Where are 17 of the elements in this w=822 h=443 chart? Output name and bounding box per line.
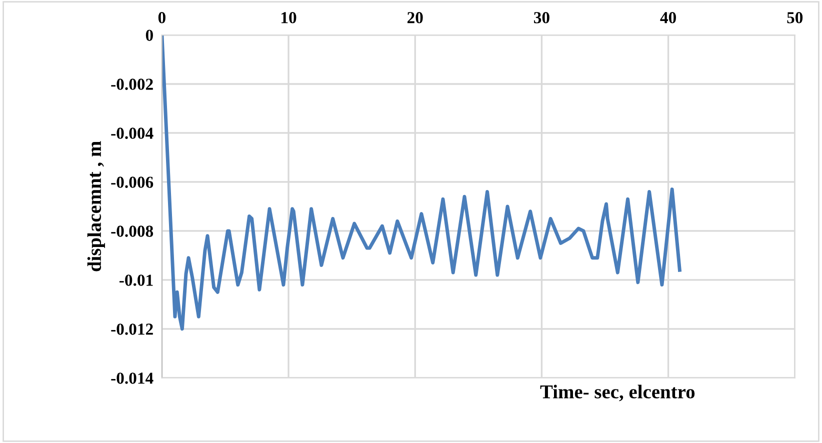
y-tick-label: -0.008 [111,226,154,237]
x-tick-label: 30 [534,12,550,24]
x-tick-label: 20 [407,12,423,24]
x-tick-label: 40 [660,12,676,24]
y-tick-label: -0.002 [111,78,153,90]
x-tick-label: 10 [282,12,296,24]
y-tick-label: -0.01 [119,274,153,286]
x-tick-label: 50 [787,12,803,24]
y-tick-label: -0.006 [111,176,154,188]
y-tick-label: -0.004 [111,128,154,139]
x-axis-title: Time- sec, elcentro [540,384,695,402]
y-tick-label: -0.014 [111,372,154,384]
y-tick-label: -0.012 [111,324,153,335]
y-axis-title: displacemnt , m [87,141,105,272]
y-tick-label: 0 [146,30,153,41]
x-tick-label: 0 [158,12,166,24]
line-series [162,34,682,331]
